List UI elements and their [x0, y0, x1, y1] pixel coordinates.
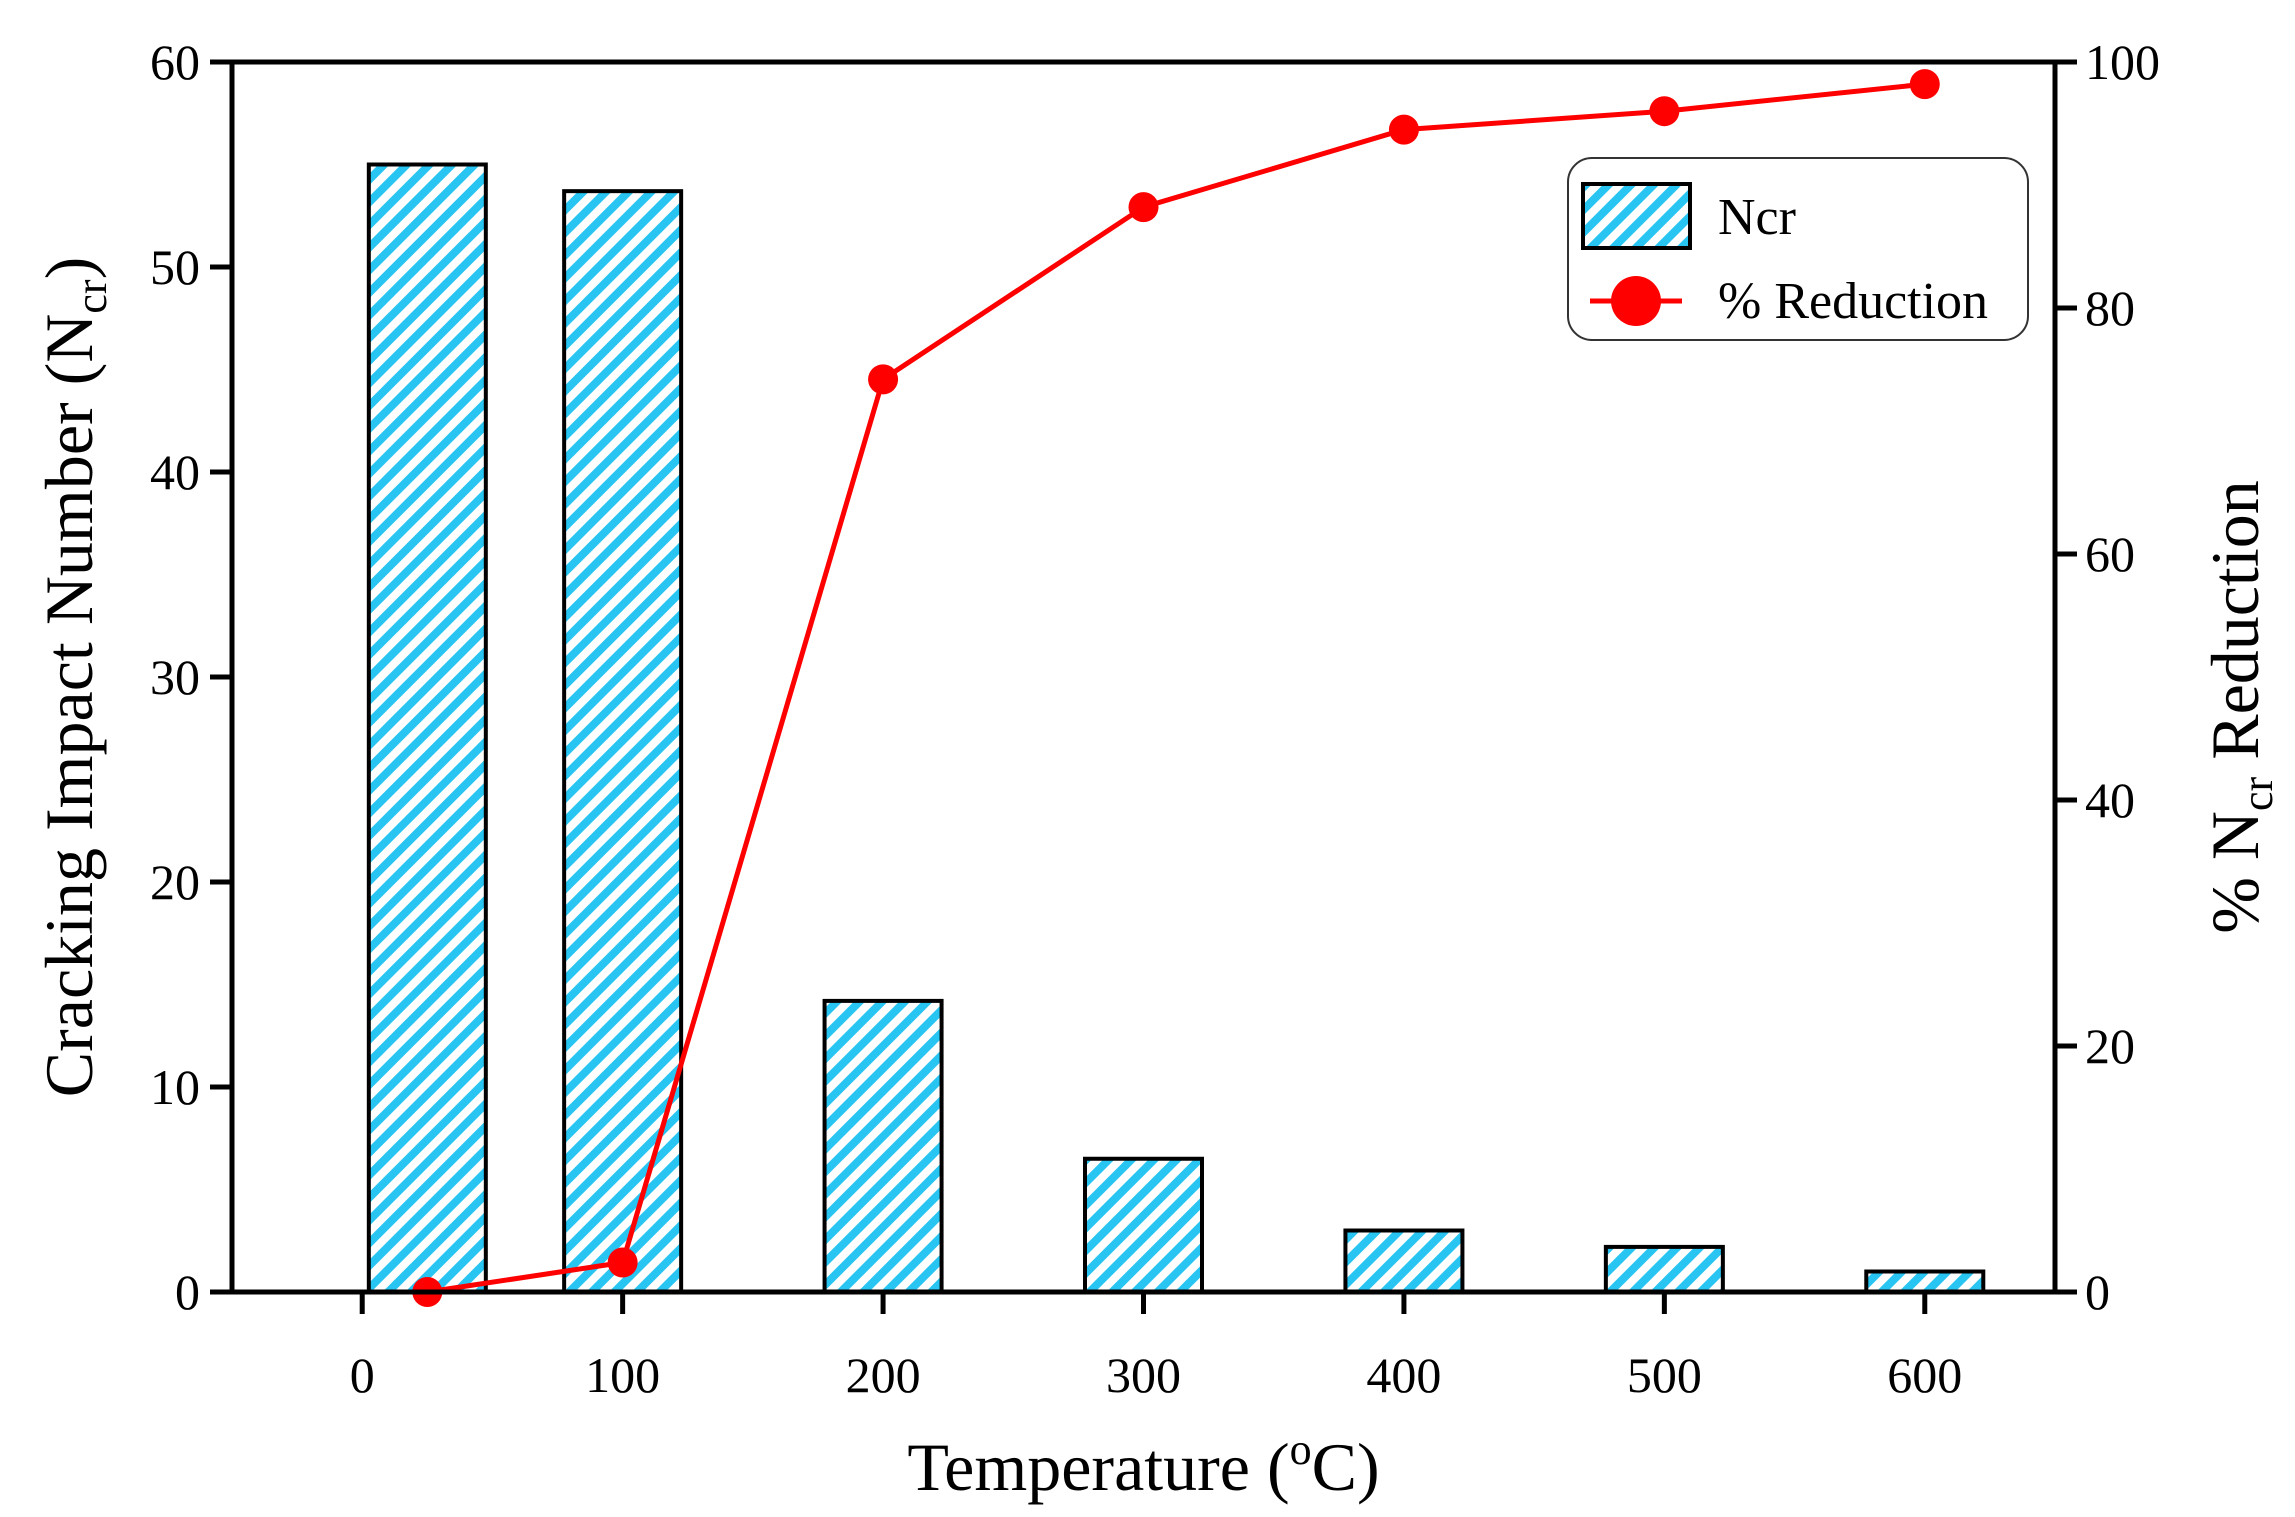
- bar-ncr-4: [1343, 1228, 1465, 1294]
- bar-ncr-0: [366, 162, 488, 1294]
- x-tick-label-1: 100: [585, 1347, 660, 1403]
- x-tick-label-3: 300: [1106, 1347, 1181, 1403]
- x-tick-label-2: 200: [846, 1347, 921, 1403]
- right-y-tick-label-2: 40: [2085, 772, 2135, 828]
- legend-swatch-ncr: [1581, 182, 1692, 250]
- point-reduction-2: [868, 364, 899, 395]
- x-tick-label-4: 400: [1366, 1347, 1441, 1403]
- x-tick-label-0: 0: [350, 1347, 375, 1403]
- right-y-tick-label-4: 80: [2085, 280, 2135, 336]
- legend: Ncr % Reduction: [1567, 157, 2029, 341]
- x-tick-label-5: 500: [1627, 1347, 1702, 1403]
- bars-layer: [366, 162, 1986, 1295]
- right-y-tick-label-5: 100: [2085, 34, 2160, 90]
- bar-ncr-1: [562, 189, 684, 1294]
- left-y-tick-label-0: 0: [175, 1264, 200, 1320]
- bar-ncr-2: [822, 998, 944, 1295]
- left-y-tick-label-2: 20: [150, 854, 200, 910]
- left-y-axis-title: Cracking Impact Number (Ncr): [31, 257, 116, 1097]
- legend-label-ncr: Ncr: [1718, 189, 1796, 246]
- left-y-tick-label-1: 10: [150, 1059, 200, 1115]
- right-y-tick-label-3: 60: [2085, 526, 2135, 582]
- left-y-tick-label-4: 40: [150, 444, 200, 500]
- right-y-axis-title: % Ncr Reduction: [2197, 480, 2282, 933]
- x-tick-label-6: 600: [1887, 1347, 1962, 1403]
- point-reduction-5: [1649, 96, 1680, 127]
- bar-ncr-5: [1603, 1244, 1725, 1295]
- point-reduction-6: [1909, 69, 1940, 100]
- point-reduction-4: [1388, 114, 1419, 145]
- left-y-tick-label-3: 30: [150, 649, 200, 705]
- left-y-tick-label-6: 60: [150, 34, 200, 90]
- point-reduction-3: [1128, 192, 1159, 223]
- x-axis-title: Temperature (oC): [907, 1425, 1379, 1505]
- right-y-tick-label-0: 0: [2085, 1264, 2110, 1320]
- right-y-tick-label-1: 20: [2085, 1018, 2135, 1074]
- bar-ncr-6: [1864, 1269, 1986, 1294]
- point-reduction-1: [607, 1247, 638, 1278]
- legend-swatch-reduction-marker: [1611, 276, 1661, 326]
- left-y-tick-label-5: 50: [150, 239, 200, 295]
- bar-ncr-3: [1083, 1156, 1204, 1294]
- legend-label-reduction: % Reduction: [1718, 273, 1988, 330]
